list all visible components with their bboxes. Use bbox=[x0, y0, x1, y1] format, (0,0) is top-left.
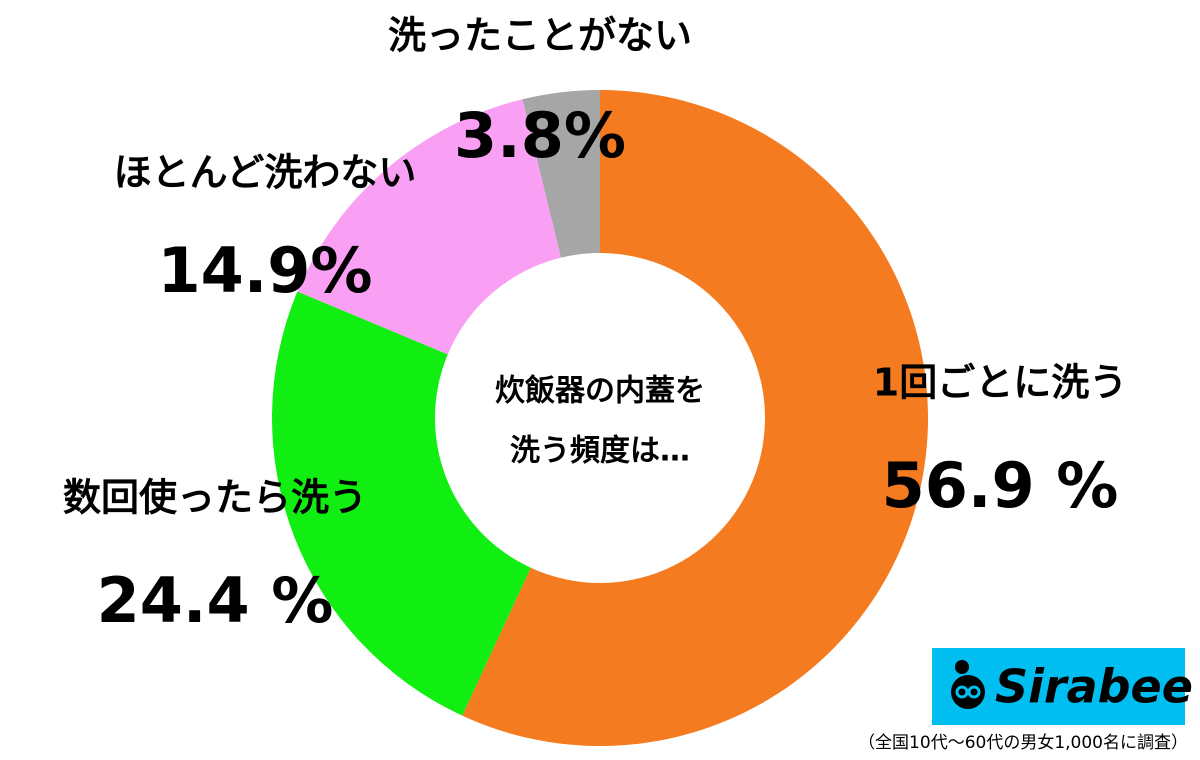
logo-icon bbox=[951, 660, 985, 709]
slice bbox=[522, 90, 600, 258]
center-text: 洗う頻度は… bbox=[510, 434, 690, 469]
center-text: 炊飯器の内蓋を bbox=[495, 374, 705, 409]
category-label: 数回使ったら洗う bbox=[63, 476, 367, 520]
slice bbox=[462, 90, 928, 746]
category-label: 1回ごとに洗う bbox=[873, 361, 1127, 405]
slices bbox=[271, 90, 928, 746]
value-label: 24.4 % bbox=[97, 564, 334, 637]
value-label: 56.9 % bbox=[882, 449, 1119, 522]
value-label: 14.9% bbox=[157, 234, 372, 307]
footnote: （全国10代〜60代の男女1,000名に調査） bbox=[858, 733, 1188, 753]
logo-text: Sirabee bbox=[995, 660, 1193, 714]
value-label: 3.8% bbox=[454, 99, 626, 172]
slice bbox=[297, 99, 561, 355]
category-label: 洗ったことがない bbox=[388, 14, 692, 58]
slice bbox=[271, 291, 531, 716]
category-label: ほとんど洗わない bbox=[114, 151, 417, 195]
